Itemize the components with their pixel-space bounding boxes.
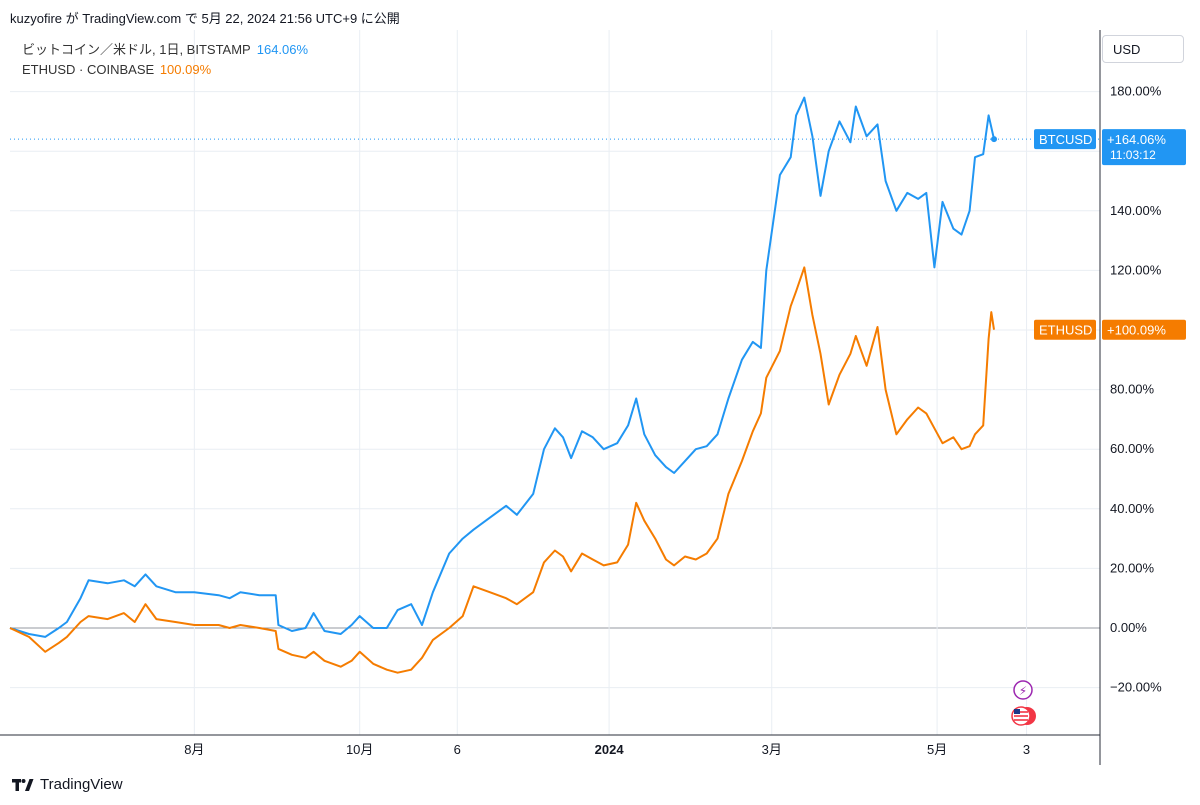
legend-eth[interactable]: ETHUSD · COINBASE 100.09% [22, 60, 308, 80]
btc-symbol-tag-bg [1034, 129, 1096, 150]
btc-value-tag-bg [1102, 129, 1186, 166]
x-tick-label: 10月 [346, 742, 373, 757]
btc-countdown-text: 11:03:12 [1110, 148, 1156, 162]
x-tick-label: 5月 [927, 742, 947, 757]
price-tags: BTCUSD +164.06%11:03:12 ETHUSD +100.09% [1034, 129, 1186, 340]
event-icons[interactable]: ⚡ [1011, 680, 1036, 726]
y-tick-label: 20.00% [1110, 560, 1155, 575]
legend-btc[interactable]: ビットコイン／米ドル, 1日, BITSTAMP 164.06% [22, 40, 308, 60]
axes: 8月 10月 6 2024 3月 5月 3 180.00% 140.00% 120.00% 80.0… [0, 30, 1162, 765]
y-tick-label: 0.00% [1110, 620, 1147, 635]
y-tick-label: 80.00% [1110, 382, 1155, 397]
y-tick-label: −20.00% [1110, 680, 1162, 695]
footer-brand: TradingView [12, 776, 123, 793]
y-tick-label: 180.00% [1110, 84, 1162, 99]
chart-area[interactable]: 8月 10月 6 2024 3月 5月 3 180.00% 140.00% 120.00% 80.0… [0, 30, 1200, 775]
footer-brand-name: TradingView [40, 776, 123, 793]
y-tick-label: 40.00% [1110, 501, 1155, 516]
x-tick-label: 3月 [762, 742, 782, 757]
legend-eth-value: 100.09% [159, 62, 212, 77]
grid-lines [10, 30, 1100, 735]
btc-last-point [991, 136, 998, 143]
x-tick-label: 8月 [184, 742, 204, 757]
legend-btc-value: 164.06% [256, 42, 309, 57]
y-tick-label: 140.00% [1110, 203, 1162, 218]
chart-svg[interactable]: 8月 10月 6 2024 3月 5月 3 180.00% 140.00% 120.00% 80.0… [0, 30, 1200, 775]
x-tick-label: 6 [454, 742, 461, 757]
x-tick-label: 2024 [595, 742, 625, 757]
eth-value-tag-text: +100.09% [1107, 323, 1166, 338]
publish-info: kuzyofire が TradingView.com で 5月 22, 202… [10, 11, 400, 26]
btc-symbol-tag-text: BTCUSD [1039, 132, 1092, 147]
y-tick-label: 60.00% [1110, 441, 1155, 456]
tradingview-logo-mark [12, 778, 34, 791]
legend-eth-name: ETHUSD · COINBASE [22, 62, 155, 77]
eth-symbol-tag-text: ETHUSD [1039, 323, 1092, 338]
currency-button[interactable]: USD [1102, 35, 1184, 63]
eth-value-tag-bg [1102, 319, 1186, 340]
btc-value-tag-text: +164.06% [1107, 132, 1166, 147]
tradingview-logo-icon [12, 778, 34, 792]
us-flag-canton [1014, 709, 1020, 714]
lightning-glyph: ⚡ [1019, 684, 1027, 698]
eth-symbol-tag-bg [1034, 319, 1096, 340]
x-tick-label: 3 [1023, 742, 1030, 757]
chart-legend: ビットコイン／米ドル, 1日, BITSTAMP 164.06% ETHUSD ·… [22, 40, 308, 80]
lightning-event-icon[interactable] [1013, 680, 1033, 700]
y-tick-label: 120.00% [1110, 262, 1162, 277]
eth-series-line [9, 266, 995, 674]
series-layer [9, 96, 1100, 674]
legend-btc-name: ビットコイン／米ドル, 1日, BITSTAMP [22, 42, 251, 57]
btc-series-line [9, 96, 995, 638]
